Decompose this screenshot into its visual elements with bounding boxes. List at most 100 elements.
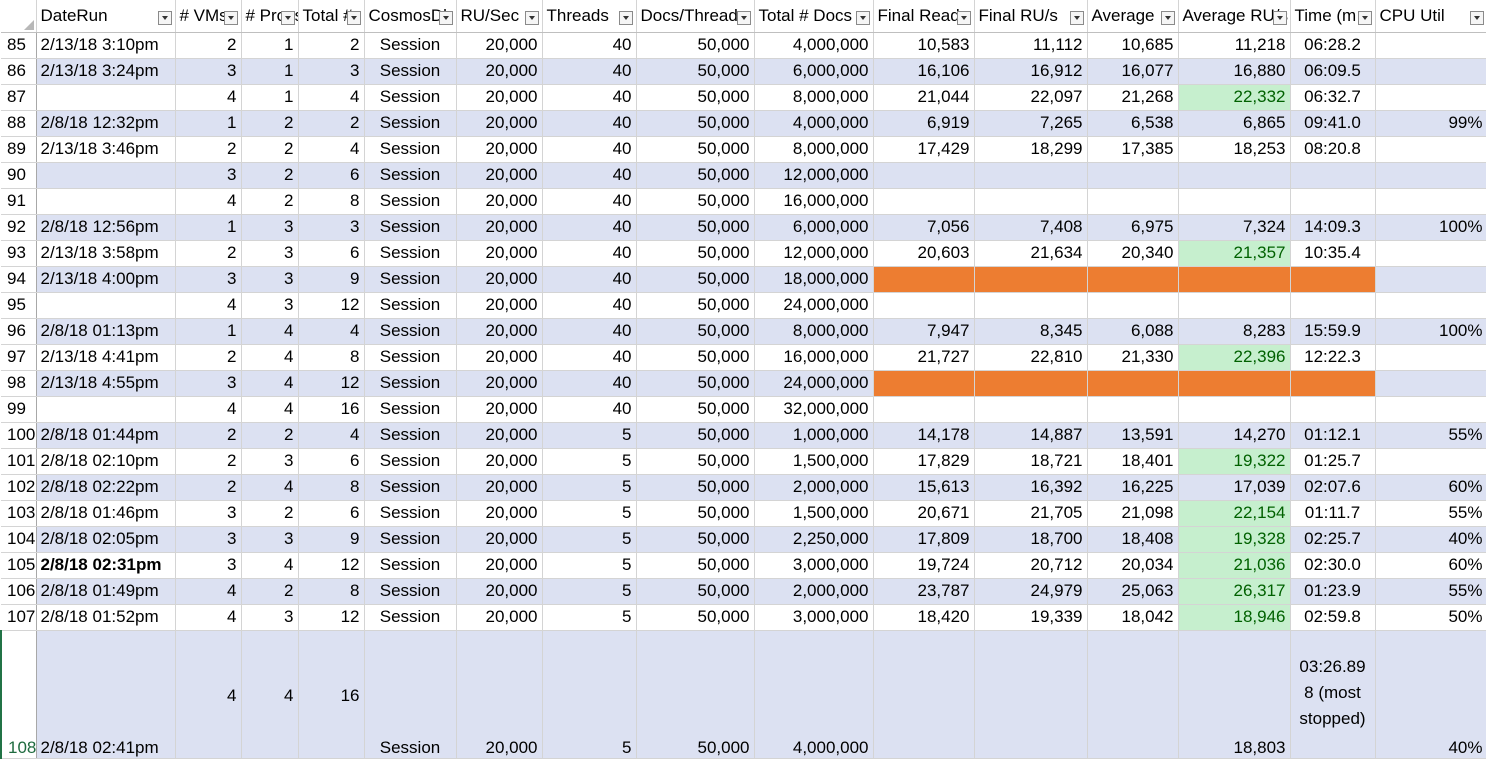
cell-threads[interactable]: 40 [542, 292, 637, 319]
row-number[interactable]: 98 [1, 370, 37, 397]
cell-frus[interactable] [974, 188, 1088, 215]
cell-avgru[interactable]: 19,322 [1178, 448, 1291, 475]
cell-ru[interactable]: 20,000 [456, 578, 543, 605]
row-number[interactable]: 102 [1, 474, 37, 501]
cell-avgru[interactable]: 21,036 [1178, 552, 1291, 579]
cell-total[interactable]: 8 [298, 188, 365, 215]
cell-totaldocs[interactable]: 4,000,000 [754, 630, 874, 759]
row-number[interactable]: 108 [0, 630, 37, 759]
cell-proc[interactable]: 3 [241, 292, 299, 319]
cell-cpu[interactable] [1375, 136, 1486, 163]
cell-date[interactable] [36, 292, 176, 319]
cell-time[interactable] [1290, 266, 1376, 293]
cell-proc[interactable]: 3 [241, 240, 299, 267]
filter-dropdown-icon[interactable] [855, 11, 870, 25]
cell-fr[interactable]: 16,106 [873, 58, 975, 85]
cell-db[interactable]: Session [364, 578, 457, 605]
cell-threads[interactable]: 5 [542, 474, 637, 501]
cell-threads[interactable]: 40 [542, 32, 637, 59]
cell-cpu[interactable]: 50% [1375, 604, 1486, 631]
cell-db[interactable]: Session [364, 84, 457, 111]
cell-fr[interactable]: 17,829 [873, 448, 975, 475]
row-number[interactable]: 94 [1, 266, 37, 293]
cell-date[interactable] [36, 84, 176, 111]
filter-dropdown-icon[interactable] [1069, 11, 1084, 25]
cell-frus[interactable]: 7,265 [974, 110, 1088, 137]
cell-date[interactable]: 2/8/18 12:32pm [36, 110, 176, 137]
cell-proc[interactable]: 3 [241, 526, 299, 553]
cell-vm[interactable]: 4 [175, 292, 242, 319]
cell-ru[interactable]: 20,000 [456, 214, 543, 241]
cell-threads[interactable]: 40 [542, 84, 637, 111]
cell-vm[interactable]: 3 [175, 162, 242, 189]
cell-cpu[interactable]: 100% [1375, 318, 1486, 345]
row-number[interactable]: 97 [1, 344, 37, 371]
cell-fr[interactable]: 7,947 [873, 318, 975, 345]
cell-frus[interactable] [974, 396, 1088, 423]
cell-ru[interactable]: 20,000 [456, 526, 543, 553]
column-header[interactable]: Threads [542, 0, 637, 33]
filter-dropdown-icon[interactable] [618, 11, 633, 25]
cell-threads[interactable]: 5 [542, 630, 637, 759]
filter-dropdown-icon[interactable] [956, 11, 971, 25]
cell-proc[interactable]: 1 [241, 32, 299, 59]
cell-avgru[interactable]: 17,039 [1178, 474, 1291, 501]
cell-proc[interactable]: 3 [241, 214, 299, 241]
filter-dropdown-icon[interactable] [1160, 11, 1175, 25]
cell-threads[interactable]: 40 [542, 370, 637, 397]
cell-ru[interactable]: 20,000 [456, 136, 543, 163]
column-header[interactable]: Total # [298, 0, 365, 33]
cell-time[interactable]: 06:28.2 [1290, 32, 1376, 59]
cell-total[interactable]: 9 [298, 266, 365, 293]
cell-db[interactable]: Session [364, 526, 457, 553]
cell-frus[interactable]: 14,887 [974, 422, 1088, 449]
cell-date[interactable] [36, 396, 176, 423]
cell-docs[interactable]: 50,000 [636, 448, 755, 475]
cell-threads[interactable]: 5 [542, 526, 637, 553]
select-all-corner[interactable] [1, 0, 37, 33]
cell-totaldocs[interactable]: 12,000,000 [754, 162, 874, 189]
cell-vm[interactable]: 3 [175, 58, 242, 85]
row-number[interactable]: 106 [1, 578, 37, 605]
cell-time[interactable]: 01:23.9 [1290, 578, 1376, 605]
cell-totaldocs[interactable]: 8,000,000 [754, 136, 874, 163]
cell-time[interactable]: 09:41.0 [1290, 110, 1376, 137]
column-header[interactable]: RU/Sec [456, 0, 543, 33]
cell-totaldocs[interactable]: 2,000,000 [754, 578, 874, 605]
cell-avgru[interactable]: 22,332 [1178, 84, 1291, 111]
cell-ru[interactable]: 20,000 [456, 162, 543, 189]
cell-date[interactable]: 2/13/18 4:00pm [36, 266, 176, 293]
cell-cpu[interactable] [1375, 344, 1486, 371]
cell-cpu[interactable] [1375, 292, 1486, 319]
cell-fr[interactable] [873, 630, 975, 759]
cell-time[interactable]: 02:07.6 [1290, 474, 1376, 501]
cell-avg[interactable]: 21,098 [1087, 500, 1179, 527]
cell-avgru[interactable]: 8,283 [1178, 318, 1291, 345]
cell-docs[interactable]: 50,000 [636, 552, 755, 579]
cell-time[interactable]: 02:59.8 [1290, 604, 1376, 631]
cell-docs[interactable]: 50,000 [636, 266, 755, 293]
cell-avg[interactable]: 25,063 [1087, 578, 1179, 605]
cell-total[interactable]: 2 [298, 32, 365, 59]
cell-db[interactable]: Session [364, 552, 457, 579]
cell-frus[interactable]: 18,299 [974, 136, 1088, 163]
row-number[interactable]: 93 [1, 240, 37, 267]
cell-vm[interactable]: 2 [175, 240, 242, 267]
cell-vm[interactable]: 2 [175, 422, 242, 449]
cell-frus[interactable] [974, 162, 1088, 189]
cell-fr[interactable]: 17,809 [873, 526, 975, 553]
cell-avg[interactable]: 17,385 [1087, 136, 1179, 163]
cell-ru[interactable]: 20,000 [456, 32, 543, 59]
cell-db[interactable]: Session [364, 266, 457, 293]
cell-fr[interactable]: 20,671 [873, 500, 975, 527]
cell-frus[interactable]: 22,810 [974, 344, 1088, 371]
cell-totaldocs[interactable]: 16,000,000 [754, 344, 874, 371]
cell-date[interactable] [36, 188, 176, 215]
cell-totaldocs[interactable]: 24,000,000 [754, 292, 874, 319]
cell-avg[interactable]: 6,088 [1087, 318, 1179, 345]
cell-vm[interactable]: 1 [175, 110, 242, 137]
cell-vm[interactable]: 3 [175, 526, 242, 553]
cell-totaldocs[interactable]: 24,000,000 [754, 370, 874, 397]
cell-db[interactable]: Session [364, 500, 457, 527]
cell-total[interactable]: 2 [298, 110, 365, 137]
